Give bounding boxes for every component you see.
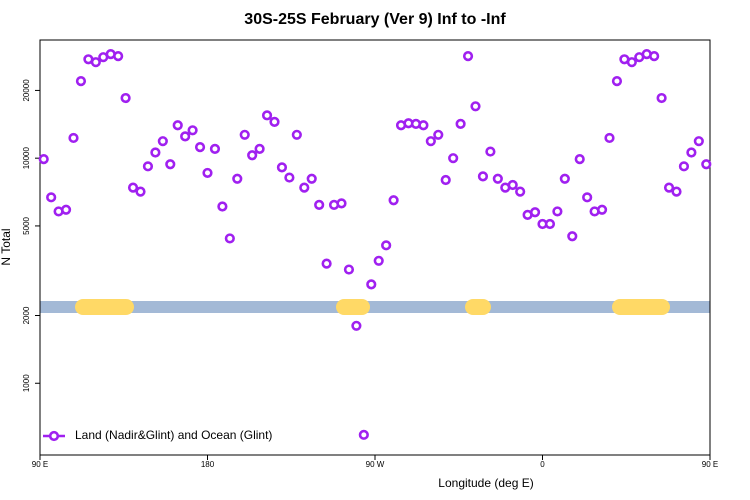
ocean-band [40,301,710,313]
point [440,174,451,186]
point [611,76,623,87]
point [60,204,72,215]
point [217,201,228,212]
point [261,110,273,121]
point [157,136,168,147]
point [552,206,563,217]
point [507,179,518,191]
point [582,192,593,203]
point [448,153,459,164]
point [232,173,243,184]
point [247,150,258,161]
y-axis-label: N Total [0,228,13,265]
point [209,143,221,154]
point [693,136,704,147]
point [358,429,369,440]
point [567,231,578,242]
point [604,132,615,144]
point [477,171,489,182]
point [455,118,466,129]
point [269,116,280,127]
point [120,92,131,104]
point [291,129,302,140]
surface-band [40,299,710,315]
point [172,120,183,131]
x-tick-label: 90 E [32,460,48,469]
point [336,198,347,209]
point [150,147,161,158]
legend-label: Land (Nadir&Glint) and Ocean (Glint) [75,428,272,442]
point [276,162,288,173]
y-tick-label: 2000 [22,306,31,324]
point [38,154,49,165]
point [596,204,608,215]
point [113,51,124,62]
point [559,173,570,184]
point [321,258,332,269]
point [254,143,265,154]
point [224,233,235,244]
point [202,167,213,179]
point [470,101,481,112]
x-axis-label: Longitude (deg E) [438,476,533,490]
point [544,218,556,230]
point [649,51,660,62]
point [314,199,325,211]
point [381,240,392,251]
point [529,207,541,218]
point [515,186,526,197]
plot-frame [39,39,711,456]
land-band [75,299,134,315]
point [135,186,146,197]
point [574,154,585,165]
land-band [336,299,370,315]
point [46,192,57,203]
point [656,92,667,104]
point [127,182,139,193]
point [239,129,250,140]
point [306,173,317,184]
point [75,76,87,87]
point [492,173,503,184]
y-tick-label: 5000 [22,216,31,234]
point [425,136,436,147]
land-band [612,299,670,315]
point [678,161,690,172]
land-band [465,299,491,315]
point [671,186,682,197]
point [142,161,154,172]
point [388,195,399,206]
x-tick-label: 180 [201,460,215,469]
point [187,125,198,136]
legend-marker [48,430,60,442]
point [194,141,206,153]
point [373,255,384,266]
point [663,182,675,193]
chart-title: 30S-25S February (Ver 9) Inf to -Inf [244,11,506,28]
point [701,159,712,170]
point [686,147,697,158]
point [485,146,496,157]
point [180,131,191,142]
point [343,264,355,275]
x-tick-label: 90 W [366,460,385,469]
point [68,132,79,144]
point [626,57,637,68]
point [90,57,101,68]
point [351,320,362,331]
x-tick-label: 0 [540,460,545,469]
y-tick-label: 20000 [22,79,31,102]
point [433,129,444,140]
point [284,172,295,183]
point [366,279,377,290]
point [418,120,429,131]
point [299,182,310,193]
y-tick-label: 1000 [22,374,31,392]
y-tick-label: 10000 [22,147,31,170]
x-tick-label: 90 E [702,460,718,469]
point [165,159,176,170]
point [462,51,474,62]
